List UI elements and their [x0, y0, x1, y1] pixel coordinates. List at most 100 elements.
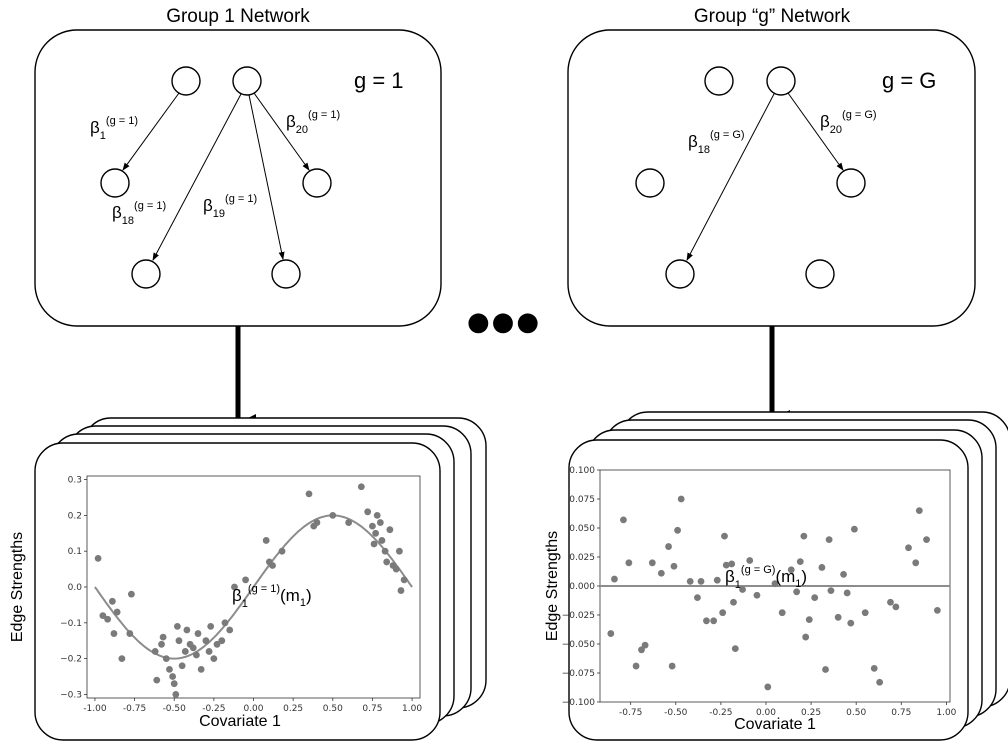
data-point [170, 680, 178, 688]
x-axis-label: Covariate 1 [199, 713, 281, 730]
data-point [657, 569, 665, 577]
y-tick-label: −0.100 [562, 698, 596, 708]
data-point [800, 532, 808, 540]
data-point [175, 637, 183, 645]
data-point [840, 571, 847, 578]
edge-arrow [248, 94, 285, 260]
data-point [162, 655, 170, 663]
data-point [620, 516, 627, 524]
y-tick-label: −0.025 [562, 611, 595, 621]
y-tick-label: 0.0 [68, 583, 83, 593]
data-point [357, 483, 365, 491]
data-point [847, 619, 855, 627]
data-point [825, 536, 833, 543]
node [271, 259, 301, 289]
data-point [242, 576, 249, 584]
data-point [722, 561, 730, 569]
data-point [796, 558, 804, 566]
data-point [665, 543, 672, 550]
y-tick-label: 0.025 [569, 553, 595, 563]
curve-annotation: β1(g = G)(m1) [725, 564, 807, 591]
data-point [99, 612, 107, 620]
y-tick-label: −0.1 [60, 619, 82, 629]
data-point [632, 662, 640, 670]
data-point [731, 645, 739, 653]
data-point [278, 547, 286, 555]
edge-label-beta-19: β19(g = 1) [203, 193, 257, 220]
group-1-title: Group 1 Network [166, 6, 310, 27]
data-point [210, 655, 218, 663]
data-point [730, 598, 737, 606]
data-point [364, 508, 372, 516]
group-g-g-label: g = G [882, 68, 936, 93]
data-point [392, 565, 400, 573]
data-point [802, 633, 810, 641]
data-point [231, 583, 238, 591]
data-point [178, 662, 186, 670]
node [171, 66, 201, 96]
data-point [126, 630, 134, 637]
group-g-network-panel: Group “g” Network g = G β18(g = G) β20(g… [567, 6, 976, 327]
data-point [153, 676, 161, 684]
data-point [827, 587, 835, 595]
group-g-title: Group “g” Network [694, 6, 851, 27]
x-tick-label: -1.00 [83, 704, 107, 714]
data-point [369, 522, 376, 530]
y-tick-label: −0.3 [60, 690, 82, 700]
data-point [746, 557, 754, 564]
edge-label-beta-20: β20(g = 1) [286, 109, 340, 136]
node [635, 168, 665, 198]
x-tick-label: 0.25 [801, 708, 821, 718]
data-point [395, 547, 403, 555]
data-point [843, 589, 851, 597]
data-point [127, 590, 135, 598]
edge-label-beta-18: β18(g = G) [688, 129, 745, 156]
node [836, 168, 866, 198]
data-point [822, 666, 829, 673]
x-tick-label: 1.00 [936, 708, 956, 718]
data-point [262, 537, 270, 544]
fitted-curve [94, 514, 413, 660]
node [805, 259, 835, 289]
x-tick-label: 0.00 [756, 708, 776, 718]
data-point [269, 562, 276, 569]
data-point [305, 490, 313, 498]
edge-arrow [152, 93, 242, 261]
group-g-plot-stack [568, 411, 1008, 741]
edge-label-beta-1: β1(g = 1) [90, 115, 138, 142]
node [704, 66, 734, 96]
data-point [397, 587, 405, 594]
data-point [207, 622, 215, 630]
data-point [611, 575, 618, 583]
x-tick-label: -0.50 [163, 704, 187, 714]
data-point [887, 598, 894, 606]
data-point [641, 641, 649, 649]
node [302, 168, 332, 198]
data-point [159, 633, 167, 641]
y-tick-label: 0.2 [68, 511, 82, 521]
edge-arrow [122, 92, 180, 171]
group-g-scatter-chart: -0.75 -0.50 -0.25 0.00 0.25 0.50 0.75 1.00 0.100… [544, 466, 957, 733]
data-point [213, 640, 221, 648]
data-point [670, 562, 678, 570]
data-point [378, 537, 386, 544]
data-point [376, 519, 384, 526]
data-point [166, 665, 173, 673]
group-1-network-panel: Group 1 Network g = 1 β1(g = 1) β18(g = … [34, 6, 442, 327]
data-point [677, 495, 685, 503]
ellipsis-dots: ●●● [467, 307, 541, 337]
x-tick-label: 0.75 [891, 708, 911, 718]
x-tick-label: 0.75 [362, 704, 382, 714]
data-point [778, 609, 786, 617]
plot-card-front [568, 439, 969, 741]
data-point [753, 591, 761, 599]
y-tick-label: 0.050 [569, 524, 595, 534]
curve-annotation: β1(g = 1)(m1) [232, 583, 312, 610]
data-point [118, 655, 126, 663]
group-g-nodes [635, 66, 866, 289]
data-point [372, 529, 379, 537]
data-point [193, 651, 200, 659]
y-tick-label: 0.100 [569, 466, 595, 476]
data-point [625, 559, 633, 567]
edge-arrow [787, 92, 844, 171]
